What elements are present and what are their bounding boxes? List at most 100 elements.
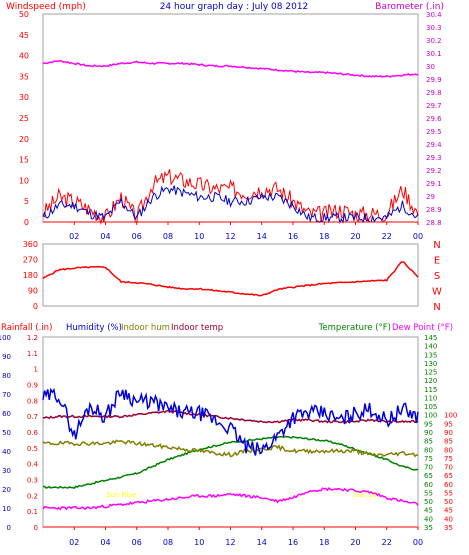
barometer-y-tick-label: 29.7 [426,102,442,110]
temperature-y-tick-label: 135 [424,351,437,359]
rain-y-tick-label: 0.1 [27,508,38,516]
dewpoint-y-tick-label: 95 [444,420,453,428]
wind-y-tick-label: 45 [19,31,29,40]
temp-panel-x-tick-label: 18 [319,538,329,547]
dewpoint-y-tick-label: 60 [444,481,453,489]
winddir-y-tick-label: 0 [33,302,38,311]
barometer-y-tick-label: 29.8 [426,89,442,97]
temperature-y-tick-label: 90 [424,429,433,437]
temperature-y-tick-label: 145 [424,334,437,342]
winddir-panel-frame [42,243,419,307]
rain-y-tick-label: 0.6 [27,429,39,437]
wind-panel-x-tick-label: 14 [257,232,267,241]
wind-panel-x-tick-label: 10 [194,232,204,241]
legend-entry: Humidity (%) [66,323,122,333]
humidity-y-tick-label: 70 [2,391,11,399]
barometer-series [42,59,419,78]
rain-y-tick-label: 1 [34,366,38,374]
barometer-y-tick-label: 29 [426,193,435,201]
barometer-y-tick-label: 30.3 [426,24,442,32]
barometer-y-tick-label: 30.4 [426,11,442,19]
humidity-y-tick-label: 80 [2,372,11,380]
chart-title: 24 hour graph day : July 08 2012 [160,2,309,12]
dewpoint-y-tick-label: 65 [444,472,453,480]
humidity-y-tick-label: 100 [0,334,11,342]
gust-series [42,185,419,225]
temperature-y-tick-label: 120 [424,377,437,385]
compass-label: W [432,287,442,298]
wind-panel-frame [42,13,419,223]
rain-y-tick-label: 0.7 [27,413,38,421]
dewpoint-y-tick-label: 100 [444,412,457,420]
temp-panel-x-tick-label: 10 [194,538,204,547]
temp-panel-x-tick-label: 06 [132,538,142,547]
temp-panel-x-tick-label: 14 [257,538,267,547]
wind-panel-x-tick-label: 18 [319,232,329,241]
temperature-y-tick-label: 35 [424,524,433,532]
humidity-y-tick-label: 90 [2,353,11,361]
barometer-y-tick-label: 28.9 [426,206,442,214]
temperature-y-tick-label: 95 [424,420,433,428]
wind-panel-x-tick-label: 02 [69,232,79,241]
temperature-y-tick-label: 60 [424,481,433,489]
wind-y-tick-label: 25 [19,114,29,123]
barometer-y-tick-label: 30.1 [426,50,442,58]
legend-entry: Dew Point (°F) [392,323,453,333]
humidity-y-tick-label: 10 [2,505,11,513]
wind-y-tick-label: 5 [24,197,29,206]
rain-y-tick-label: 0.8 [27,397,38,405]
barometer-y-tick-label: 29.6 [426,115,442,123]
barometer-y-tick-label: 30 [426,63,435,71]
wind-panel-x-tick-label: 04 [100,232,110,241]
rain-y-tick-label: 0.3 [27,477,38,485]
wind-panel-x-tick-label: 08 [163,232,173,241]
temperature-y-tick-label: 105 [424,403,437,411]
humidity-y-tick-label: 50 [2,429,11,437]
temperature-y-tick-label: 115 [424,386,437,394]
wind-panel-x-tick-label: 06 [132,232,142,241]
temperature-y-tick-label: 140 [424,343,437,351]
legend-entry: Indoor hum [121,323,170,333]
barometer-y-tick-label: 29.4 [426,141,442,149]
dewpoint-y-tick-label: 35 [444,524,453,532]
dewpoint-series [42,487,419,511]
barometer-y-tick-label: 29.1 [426,180,442,188]
dewpoint-y-tick-label: 55 [444,489,453,497]
temp-panel-x-tick-label: 12 [225,538,235,547]
humidity-y-tick-label: 20 [2,486,11,494]
wind-y-tick-label: 50 [19,10,29,19]
rain-y-tick-label: 0.9 [27,382,38,390]
temp-panel-x-tick-label: 04 [100,538,110,547]
temperature-y-tick-label: 70 [424,464,433,472]
dewpoint-y-tick-label: 70 [444,464,453,472]
rain-y-tick-label: 1.1 [27,350,38,358]
temperature-y-tick-label: 110 [424,394,437,402]
wind-panel-x-tick-label: 20 [350,232,360,241]
winddir-y-tick-label: 90 [28,287,38,296]
barometer-y-tick-label: 29.5 [426,128,442,136]
temperature-y-tick-label: 55 [424,489,433,497]
winddir-series [42,261,419,297]
rain-y-tick-label: 1.2 [27,334,38,342]
dewpoint-y-tick-label: 80 [444,446,453,454]
wind-axis-title: Windspeed (mph) [6,2,86,12]
temperature-y-tick-label: 45 [424,507,433,515]
wind-y-tick-label: 10 [19,176,29,185]
wind-panel-x-tick-label: 22 [382,232,392,241]
temperature-y-tick-label: 130 [424,360,437,368]
wind-y-tick-label: 40 [19,52,29,61]
barometer-y-tick-label: 29.9 [426,76,442,84]
dewpoint-y-tick-label: 75 [444,455,453,463]
temperature-y-tick-label: 125 [424,369,437,377]
temp-panel-x-tick-label: 22 [382,538,392,547]
temperature-y-tick-label: 40 [424,515,433,523]
legend-entry: Indoor temp [171,323,223,333]
winddir-y-tick-label: 360 [23,240,38,249]
winddir-y-tick-label: 180 [23,271,38,280]
temperature-y-tick-label: 75 [424,455,433,463]
rain-y-tick-label: 0 [34,524,38,532]
winddir-y-tick-label: 270 [23,256,38,265]
temperature-y-tick-label: 100 [424,412,437,420]
